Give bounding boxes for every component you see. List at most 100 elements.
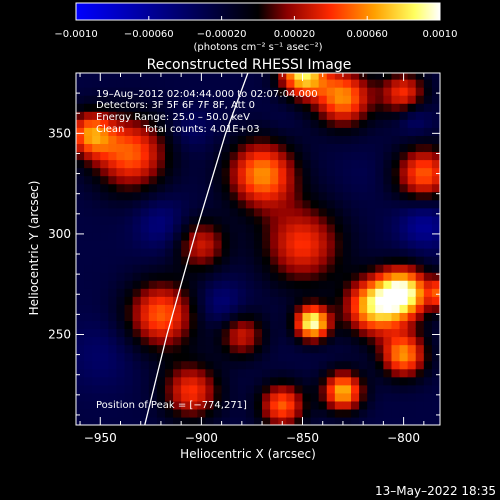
heatmap-cell [76, 175, 85, 185]
heatmap-cell [375, 79, 384, 88]
heatmap-cell [351, 87, 360, 96]
heatmap-cell [100, 408, 109, 418]
heatmap-cell [351, 296, 360, 305]
heatmap-cell [108, 135, 118, 144]
heatmap-cell [140, 103, 150, 112]
heatmap-cell [359, 239, 368, 249]
heatmap-cell [351, 215, 360, 225]
heatmap-cell [294, 119, 304, 128]
heatmap-cell [181, 368, 190, 378]
heatmap-cell [294, 392, 304, 402]
heatmap-cell [310, 272, 320, 281]
heatmap-cell [245, 352, 255, 362]
heatmap-cell [116, 191, 126, 201]
heatmap-cell [310, 400, 320, 410]
heatmap-cell [375, 95, 384, 104]
plot-frame [75, 72, 441, 426]
heatmap-cell [391, 288, 401, 297]
heatmap-cell [197, 304, 207, 313]
heatmap-cell [415, 384, 425, 394]
heatmap-cell [84, 231, 93, 241]
heatmap-cell [124, 87, 134, 96]
heatmap-cell [286, 119, 295, 128]
heatmap-cell [399, 304, 409, 313]
heatmap-cell [164, 272, 174, 281]
heatmap-cell [286, 79, 295, 88]
heatmap-cell [213, 73, 223, 80]
heatmap-cell [237, 199, 247, 209]
heatmap-cell [173, 416, 182, 425]
heatmap-cell [375, 87, 384, 96]
heatmap-cell [318, 264, 328, 273]
heatmap-cell [334, 151, 344, 161]
heatmap-cell [270, 151, 279, 161]
heatmap-cell [359, 320, 368, 330]
heatmap-cell [237, 344, 247, 354]
heatmap-cell [399, 167, 409, 177]
heatmap-cell [92, 207, 101, 217]
heatmap-cell [407, 151, 417, 161]
heatmap-cell [286, 135, 295, 144]
heatmap-cell [245, 215, 255, 225]
heatmap-cell [205, 175, 215, 185]
heatmap-cell [399, 79, 409, 88]
heatmap-cell [351, 320, 360, 330]
heatmap-cell [253, 223, 263, 233]
heatmap-cell [359, 304, 368, 313]
heatmap-cell [245, 288, 255, 297]
heatmap-cell [116, 256, 126, 265]
heatmap-cell [116, 199, 126, 209]
heatmap-cell [148, 183, 158, 193]
heatmap-cell [375, 167, 384, 177]
heatmap-cell [359, 79, 368, 88]
heatmap-cell [334, 272, 344, 281]
heatmap-cell [221, 167, 231, 177]
heatmap-cell [205, 352, 215, 362]
heatmap-cell [253, 159, 263, 169]
heatmap-cell [294, 328, 304, 338]
heatmap-cell [278, 328, 287, 338]
heatmap-cell [294, 360, 304, 370]
heatmap-cell [415, 223, 425, 233]
heatmap-cell [326, 408, 336, 418]
heatmap-cell [326, 352, 336, 362]
heatmap-cell [253, 207, 263, 217]
heatmap-cell [326, 175, 336, 185]
heatmap-cell [318, 416, 328, 425]
heatmap-cell [278, 135, 287, 144]
heatmap-cell [342, 312, 352, 322]
heatmap-cell [294, 336, 304, 346]
heatmap-cell [92, 223, 101, 233]
heatmap-cell [84, 344, 93, 354]
heatmap-cell [423, 127, 433, 136]
heatmap-cell [391, 296, 401, 305]
heatmap-cell [181, 400, 190, 410]
heatmap-cell [108, 280, 118, 289]
heatmap-cell [253, 239, 263, 249]
heatmap-cell [164, 247, 174, 257]
heatmap-cell [205, 167, 215, 177]
heatmap-cell [156, 328, 166, 338]
heatmap-cell [76, 247, 85, 257]
heatmap-cell [294, 111, 304, 120]
heatmap-cell [415, 296, 425, 305]
heatmap-cell [334, 239, 344, 249]
heatmap-cell [423, 247, 433, 257]
heatmap-cell [140, 111, 150, 120]
heatmap-cell [431, 392, 440, 402]
heatmap-cell [253, 73, 263, 80]
heatmap-cell [294, 320, 304, 330]
heatmap-cell [116, 400, 126, 410]
heatmap-cell [237, 231, 247, 241]
heatmap-cell [181, 127, 190, 136]
heatmap-cell [431, 280, 440, 289]
heatmap-cell [318, 304, 328, 313]
heatmap-cell [351, 360, 360, 370]
heatmap-cell [116, 167, 126, 177]
heatmap-cell [294, 159, 304, 169]
heatmap-cell [164, 175, 174, 185]
heatmap-cell [197, 376, 207, 386]
heatmap-cell [189, 151, 198, 161]
heatmap-cell [431, 400, 440, 410]
heatmap-cell [351, 175, 360, 185]
